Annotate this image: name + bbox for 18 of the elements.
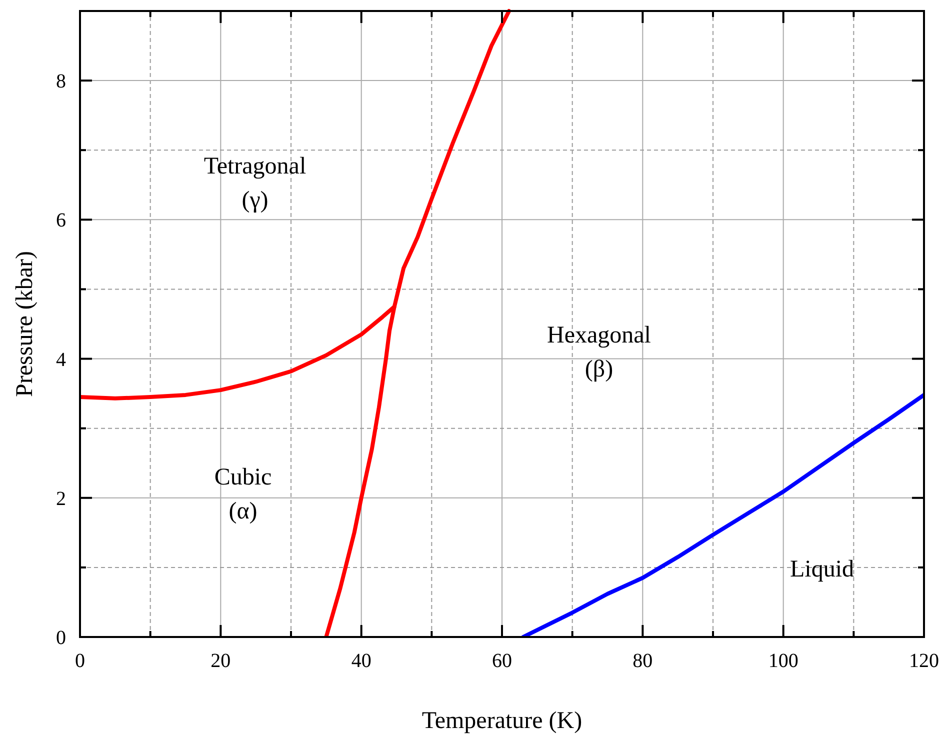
annotation: Tetragonal (γ) xyxy=(204,153,306,214)
x-tick-label: 80 xyxy=(632,650,653,672)
y-tick-label: 4 xyxy=(56,348,66,371)
annotation: Liquid xyxy=(790,556,854,582)
y-axis-title: Pressure (kbar) xyxy=(12,251,38,397)
x-tick-label: 120 xyxy=(909,650,939,672)
x-tick-label: 60 xyxy=(492,650,512,672)
x-tick-label: 100 xyxy=(768,650,798,672)
x-tick-label: 0 xyxy=(75,650,85,672)
y-tick-label: 0 xyxy=(56,627,66,649)
y-tick-label: 6 xyxy=(56,210,66,232)
x-tick-label: 20 xyxy=(210,650,231,672)
annotation: Hexagonal (β) xyxy=(547,322,652,382)
x-axis-title: Temperature (K) xyxy=(422,708,582,734)
x-tick-label: 40 xyxy=(351,650,372,672)
y-tick-label: 2 xyxy=(56,488,66,510)
y-tick-label: 8 xyxy=(56,70,66,93)
annotation: Cubic (α) xyxy=(214,464,272,524)
